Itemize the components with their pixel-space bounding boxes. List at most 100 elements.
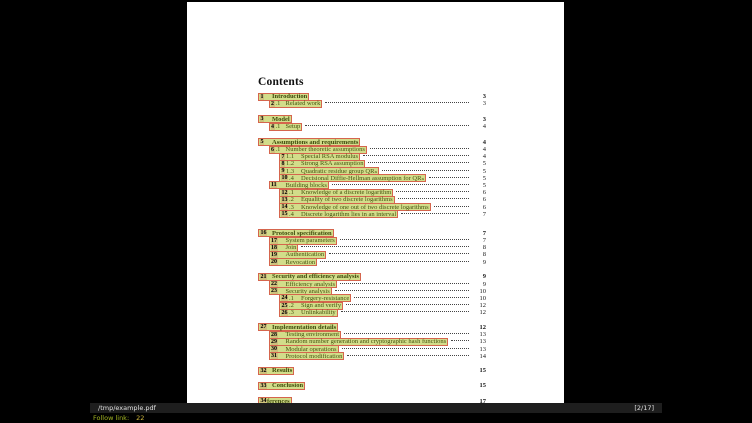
toc-entry-number-rest: .2 [289, 196, 294, 204]
toc-entry-number: 21 [260, 273, 272, 280]
link-hint-label: 26 [281, 309, 288, 316]
link-hint-label: 27 [260, 324, 267, 331]
link-hint-label: 31 [270, 353, 278, 360]
toc-entry-title: Unlinkability [301, 309, 336, 317]
toc-page-number: 12 [479, 309, 487, 317]
toc-page-number: 17 [479, 397, 487, 403]
toc-page-number: 9 [482, 258, 486, 266]
toc-entry-number: 15.4 [281, 211, 301, 218]
toc-entry-number: 22 [270, 281, 286, 288]
toc-entry-number: 6.1 [270, 146, 286, 154]
toc-leader-dots [331, 183, 469, 185]
toc-page-number: 7 [482, 237, 486, 245]
link-hint-label: 12 [281, 189, 288, 196]
toc-page-number: 13 [479, 345, 487, 353]
toc-page-number: 10 [479, 294, 487, 302]
link-hint-label: 22 [270, 281, 278, 288]
toc-entry-number: 25.2 [281, 302, 301, 309]
toc-leader-dots [451, 340, 469, 342]
toc-page-number: 6 [482, 196, 486, 204]
toc-page-number: 10 [479, 287, 487, 295]
toc-section-group: 5 Assumptions and requirements 4 6.1 Number … [258, 138, 486, 219]
toc-entry-number-rest: .1 [289, 189, 294, 197]
toc-link[interactable]: 29 Random number generation and cryptogra… [268, 337, 449, 346]
toc-link[interactable]: 15.4 Discrete logarithm lies in an interv… [279, 210, 399, 219]
link-hint-label: 13 [281, 196, 288, 203]
toc-entry-number-rest: .4 [289, 210, 294, 218]
toc-page-number: 6 [482, 189, 486, 197]
link-hint-label: 25 [281, 302, 288, 309]
link-hint-label: 33 [260, 382, 267, 389]
toc-entry-title: Decisional Diffie-Hellman assumption for… [301, 174, 425, 182]
toc-page-number: 8 [482, 244, 486, 252]
toc-section-group: 1 Introduction 3 2.1 Related work 3 [258, 92, 486, 108]
link-hint-label: 6 [270, 146, 275, 153]
toc-entry-number-rest: .2 [289, 302, 294, 310]
toc-link[interactable]: 4.1 Setup [268, 122, 303, 131]
toc-entry-number-rest: .1 [275, 123, 281, 131]
toc-link[interactable]: 20 Revocation [268, 258, 318, 267]
toc-leader-dots [344, 333, 469, 335]
toc-entry-title: Results [272, 367, 293, 375]
link-hint-label: 2 [270, 100, 275, 107]
toc-entry-number: 16 [260, 230, 272, 237]
toc-page-number: 5 [482, 181, 486, 189]
toc-entry-number: 29 [270, 338, 286, 345]
toc-entry-title: Equality of two discrete logarithms [301, 196, 393, 204]
follow-link-prompt: Follow link: [93, 414, 130, 422]
link-hint-label: 5 [260, 139, 264, 146]
toc-leader-dots [339, 239, 469, 241]
toc-page-number: 14 [479, 352, 487, 360]
toc-link[interactable]: 31 Protocol modification [268, 352, 345, 361]
link-hint-label: 11 [270, 182, 278, 189]
toc-entry: 31 Protocol modification 14 [258, 352, 487, 361]
toc-entry-title: Testing environment [285, 331, 340, 339]
toc-entry-number-rest: .4 [289, 174, 294, 182]
toc-entry-number: 3 [260, 116, 272, 123]
link-number-input[interactable]: 22 [136, 414, 145, 422]
toc-entry: 26.3 Unlinkability 12 [258, 308, 487, 317]
toc-entry-number: 26.3 [281, 309, 301, 316]
toc-entry: 34 ferences 17 [258, 397, 487, 403]
toc-entry: 4.1 Setup 4 [258, 122, 486, 131]
toc-page-number: 13 [479, 338, 487, 346]
toc-entry-number: 23 [270, 288, 286, 295]
toc-page-number: 4 [482, 123, 486, 131]
toc-entry-number: 11 [270, 182, 286, 189]
table-of-contents: 1 Introduction 3 2.1 Related work 3 3 Model 3 4.1… [258, 92, 487, 403]
toc-link[interactable]: 17 System parameters [268, 236, 337, 245]
toc-page-number: 15 [479, 382, 487, 390]
toc-link[interactable]: 33 Conclusion [258, 381, 306, 390]
toc-leader-dots [401, 212, 469, 214]
toc-entry-number: 31 [270, 353, 286, 360]
toc-page-number: 9 [482, 273, 486, 281]
toc-entry-title: Protocol modification [285, 352, 343, 360]
follow-link-inputbar[interactable]: Follow link: 22 [90, 413, 662, 423]
toc-entry-title: Discrete logarithm lies in an interval [301, 210, 397, 218]
link-hint-label: 10 [281, 175, 288, 182]
toc-page-number: 12 [479, 302, 487, 310]
page-title: Contents [258, 76, 304, 88]
toc-leader-dots [433, 205, 469, 207]
toc-entry-number: 4.1 [270, 123, 286, 131]
toc-entry-title: Sign and verify [301, 302, 342, 310]
link-hint-label: 24 [281, 295, 288, 302]
toc-entry-number: 33 [260, 382, 272, 389]
toc-link[interactable]: 34 ferences [258, 397, 292, 403]
toc-link[interactable]: 32 Results [258, 366, 295, 375]
toc-leader-dots [396, 191, 469, 193]
toc-entry-title: Protocol specification [272, 229, 332, 237]
link-hint-label: 7 [281, 153, 285, 160]
toc-section-group: 33 Conclusion 15 [258, 381, 487, 390]
link-hint-label: 23 [270, 288, 278, 295]
toc-link[interactable]: 2.1 Related work [268, 99, 323, 108]
toc-link[interactable]: 10.4 Decisional Diffie-Hellman assumption… [279, 174, 427, 183]
toc-page-number: 5 [482, 174, 486, 182]
toc-entry-number-rest: .1 [275, 146, 281, 154]
toc-leader-dots [368, 162, 469, 164]
toc-entry-number: 27 [260, 324, 272, 331]
toc-link[interactable]: 26.3 Unlinkability [279, 308, 338, 317]
toc-entry-title: Efficiency analysis [285, 280, 336, 288]
toc-leader-dots [363, 155, 469, 157]
